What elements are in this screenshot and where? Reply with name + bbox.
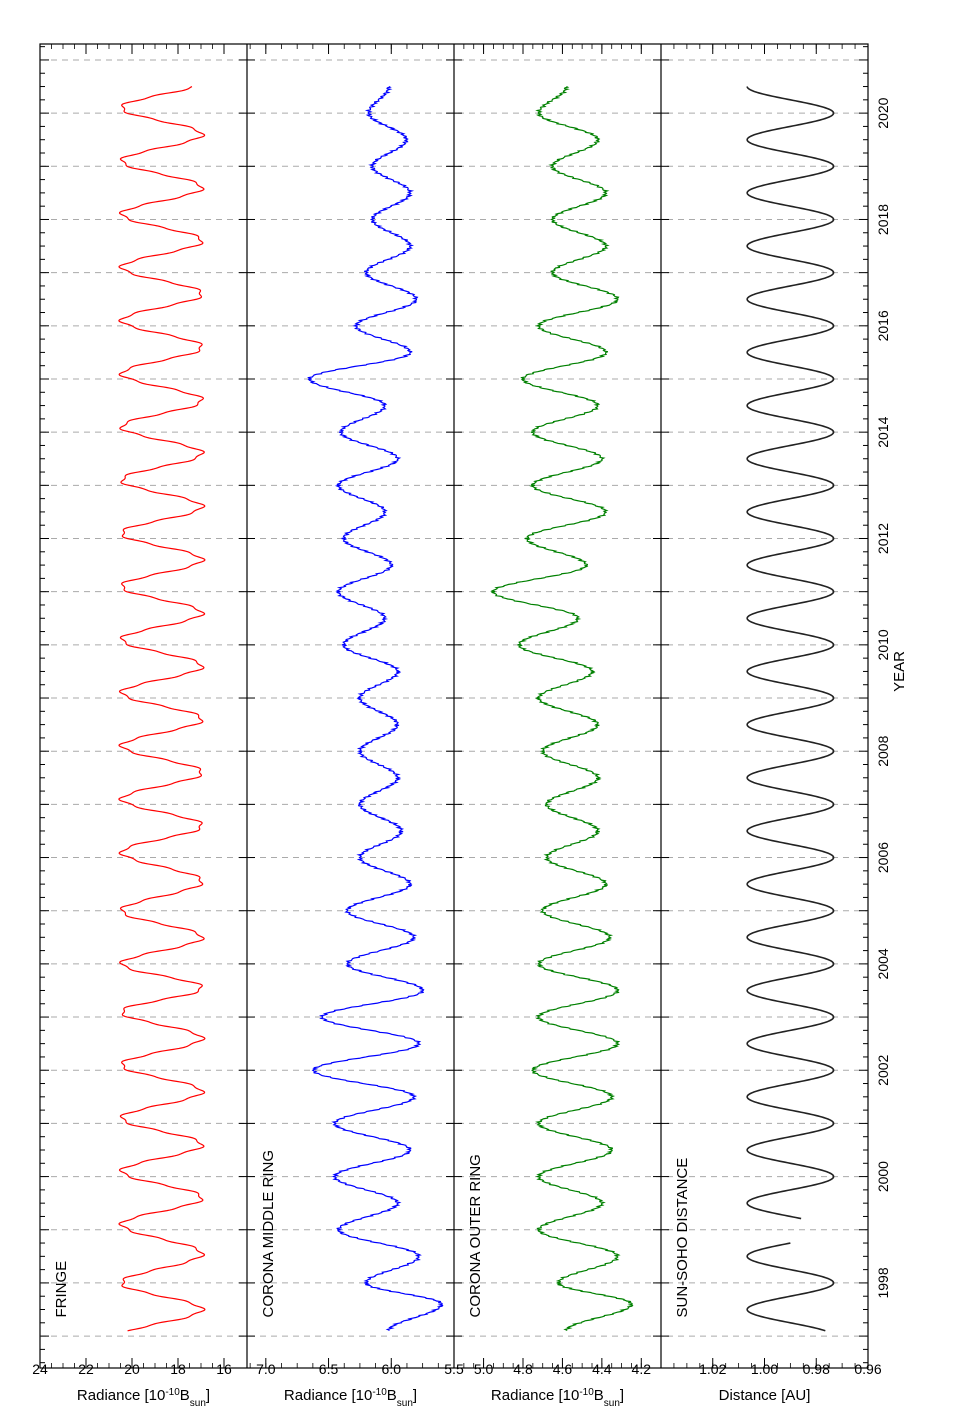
panel-middle: 5.5 6.0 6.5 7.0 Radiance [10-10Bsun] CORONA M… [249, 44, 464, 1409]
series-line-middle [307, 86, 444, 1331]
x-tick-label: 2016 [875, 310, 891, 341]
y-tick-label: 5.0 [474, 1361, 494, 1377]
y-tick-label: 16 [216, 1361, 232, 1377]
y-axis-title: Distance [AU] [719, 1387, 811, 1404]
y-tick-label: 24 [32, 1361, 48, 1377]
y-tick-label: 6.0 [382, 1361, 402, 1377]
panel-label: CORONA OUTER RING [467, 1154, 484, 1317]
panel-outer: 4.2 4.4 4.6 4.8 5.0 Radiance [10-10Bsun] CORON… [453, 44, 652, 1409]
y-tick-label: 22 [78, 1361, 94, 1377]
x-tick-label: 2008 [875, 735, 891, 766]
x-tick-label: 2020 [875, 97, 891, 128]
plots-group: 1998200020022004200620082010201220142016… [32, 43, 908, 1409]
series-line-distance [746, 86, 835, 1220]
panel-label: SUN-SOHO DISTANCE [674, 1158, 691, 1318]
panel-label: CORONA MIDDLE RING [260, 1150, 277, 1318]
panel-fringe: 16 18 20 22 24 Radiance [10-10Bsun] FRINGE [32, 44, 232, 1409]
y-tick-label: 4.4 [592, 1361, 612, 1377]
y-axis-title: Radiance [10-10Bsun] [77, 1387, 210, 1409]
y-tick-label: 4.2 [632, 1361, 652, 1377]
y-axis-title: Radiance [10-10Bsun] [491, 1387, 624, 1409]
x-tick-label: 2010 [875, 629, 891, 660]
x-tick-label: 1998 [875, 1267, 891, 1298]
panel-distance: 0.96 0.98 1.00 1.02 Distance [AU] SUN-SOHO DI… [660, 44, 882, 1404]
y-tick-label: 4.8 [513, 1361, 533, 1377]
y-tick-label: 0.96 [854, 1361, 881, 1377]
y-tick-label: 0.98 [803, 1361, 830, 1377]
y-tick-label: 6.5 [319, 1361, 339, 1377]
x-tick-label: 2006 [875, 842, 891, 873]
x-axis-title: YEAR [891, 651, 908, 692]
panel-label: FRINGE [53, 1261, 70, 1318]
x-tick-label: 2014 [875, 416, 891, 447]
y-tick-label: 1.02 [699, 1361, 726, 1377]
x-tick-label: 2018 [875, 204, 891, 235]
x-tick-label: 2004 [875, 948, 891, 979]
y-tick-label: 4.6 [553, 1361, 573, 1377]
y-tick-label: 20 [124, 1361, 140, 1377]
y-tick-label: 1.00 [751, 1361, 778, 1377]
series-line-outer [490, 86, 634, 1331]
x-tick-label: 2012 [875, 523, 891, 554]
series-line-distance [746, 1242, 835, 1332]
y-axis-title: Radiance [10-10Bsun] [284, 1387, 417, 1409]
y-tick-label: 18 [170, 1361, 186, 1377]
series-line-fringe [118, 86, 206, 1332]
y-tick-label: 7.0 [256, 1361, 276, 1377]
x-tick-label: 2000 [875, 1161, 891, 1192]
x-tick-label: 2002 [875, 1054, 891, 1085]
y-tick-label: 5.5 [444, 1361, 464, 1377]
